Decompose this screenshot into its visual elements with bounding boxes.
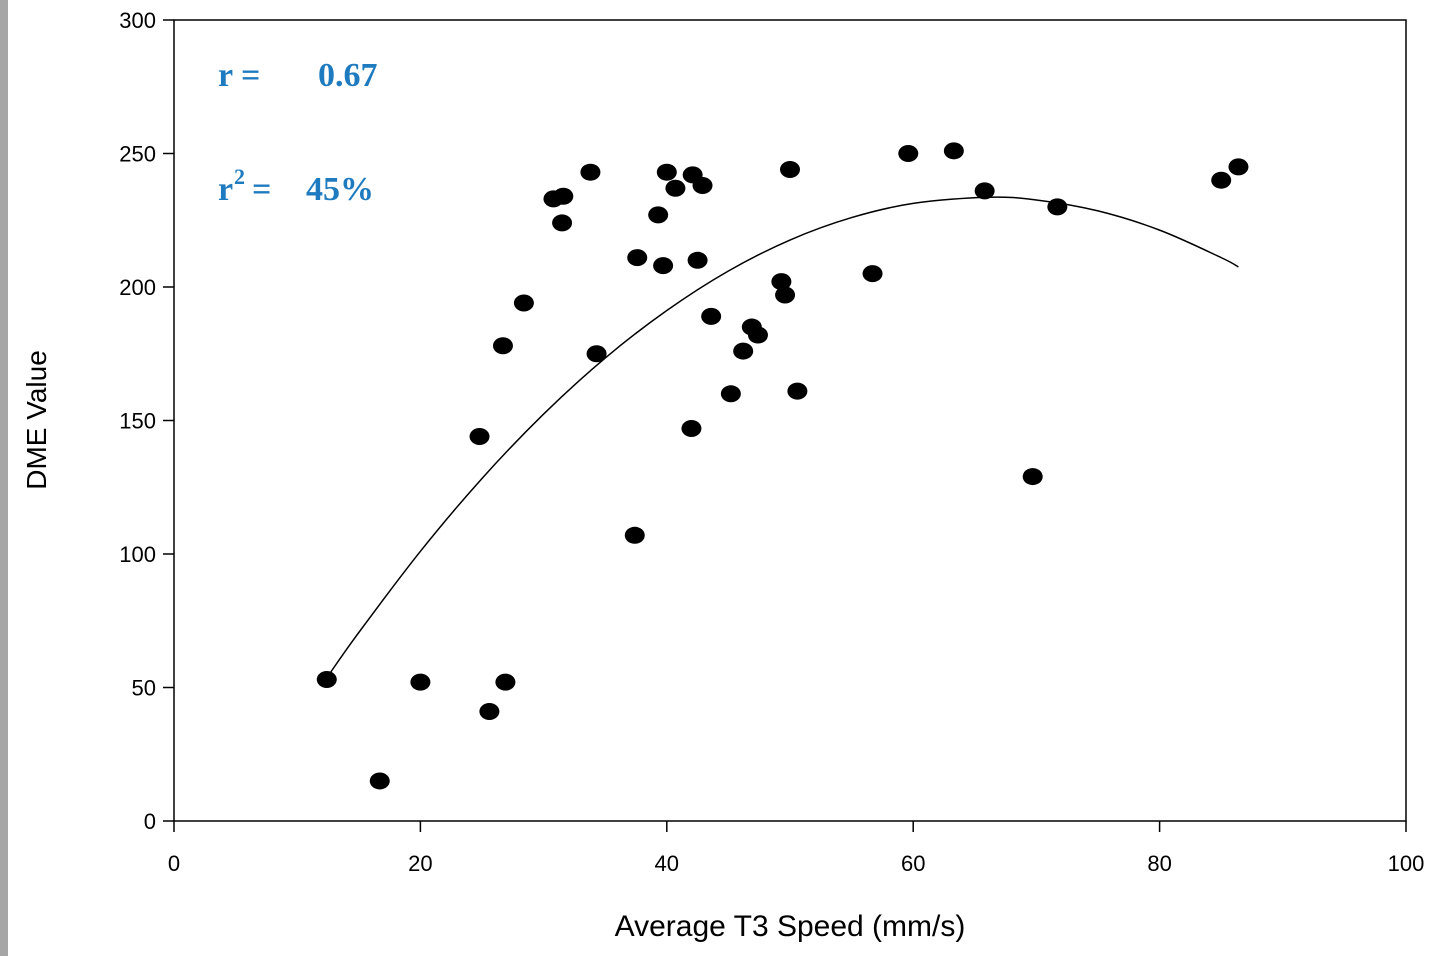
data-point xyxy=(780,161,800,179)
data-point xyxy=(681,420,702,438)
data-point xyxy=(687,251,708,269)
data-point xyxy=(469,428,490,446)
data-point xyxy=(665,179,686,197)
r-label: r = xyxy=(218,57,260,94)
data-point xyxy=(492,337,513,355)
data-point xyxy=(479,703,500,721)
data-point xyxy=(369,772,390,790)
data-point xyxy=(552,214,573,232)
y-tick-label: 150 xyxy=(119,409,156,434)
x-tick-label: 60 xyxy=(901,851,925,876)
data-point xyxy=(1022,468,1043,486)
data-point xyxy=(692,177,713,195)
data-point xyxy=(410,673,431,691)
x-tick-label: 100 xyxy=(1388,851,1425,876)
data-point xyxy=(701,307,722,325)
y-tick-label: 50 xyxy=(132,676,156,701)
r2-equals: = xyxy=(252,171,271,208)
data-point xyxy=(747,326,768,344)
data-point xyxy=(1228,158,1249,176)
plot-frame xyxy=(173,19,1407,822)
data-point xyxy=(1211,171,1232,189)
y-tick-label: 250 xyxy=(119,142,156,167)
data-point xyxy=(648,206,669,224)
data-point xyxy=(624,526,645,544)
r-value: 0.67 xyxy=(318,57,378,94)
data-point xyxy=(656,163,677,181)
x-tick-label: 80 xyxy=(1147,851,1171,876)
data-point xyxy=(974,182,995,200)
data-point xyxy=(720,385,741,403)
data-point xyxy=(733,342,754,360)
x-tick-label: 40 xyxy=(655,851,679,876)
data-point xyxy=(316,670,337,688)
data-point xyxy=(553,187,574,205)
r2-label: r xyxy=(218,171,233,208)
y-axis-title: DME Value xyxy=(21,350,52,490)
data-point xyxy=(495,673,516,691)
data-point xyxy=(775,286,796,304)
data-point xyxy=(943,142,964,160)
data-point xyxy=(627,249,648,267)
left-strip xyxy=(0,0,8,956)
data-point xyxy=(580,163,601,181)
y-tick-label: 300 xyxy=(119,8,156,33)
fit-curve xyxy=(327,196,1239,677)
data-point xyxy=(787,382,808,400)
data-point xyxy=(586,345,607,363)
y-tick-label: 0 xyxy=(144,809,156,834)
data-point xyxy=(898,145,919,162)
data-point xyxy=(653,257,674,275)
data-point xyxy=(513,294,534,312)
y-tick-label: 200 xyxy=(119,275,156,300)
y-tick-label: 100 xyxy=(119,542,156,567)
x-axis-title: Average T3 Speed (mm/s) xyxy=(615,910,966,943)
r2-superscript: 2 xyxy=(234,164,245,189)
x-tick-label: 0 xyxy=(168,851,180,876)
data-point xyxy=(862,265,883,283)
x-tick-label: 20 xyxy=(408,851,432,876)
data-point xyxy=(1047,198,1068,216)
data-point xyxy=(771,273,792,291)
r2-value: 45% xyxy=(306,171,374,208)
